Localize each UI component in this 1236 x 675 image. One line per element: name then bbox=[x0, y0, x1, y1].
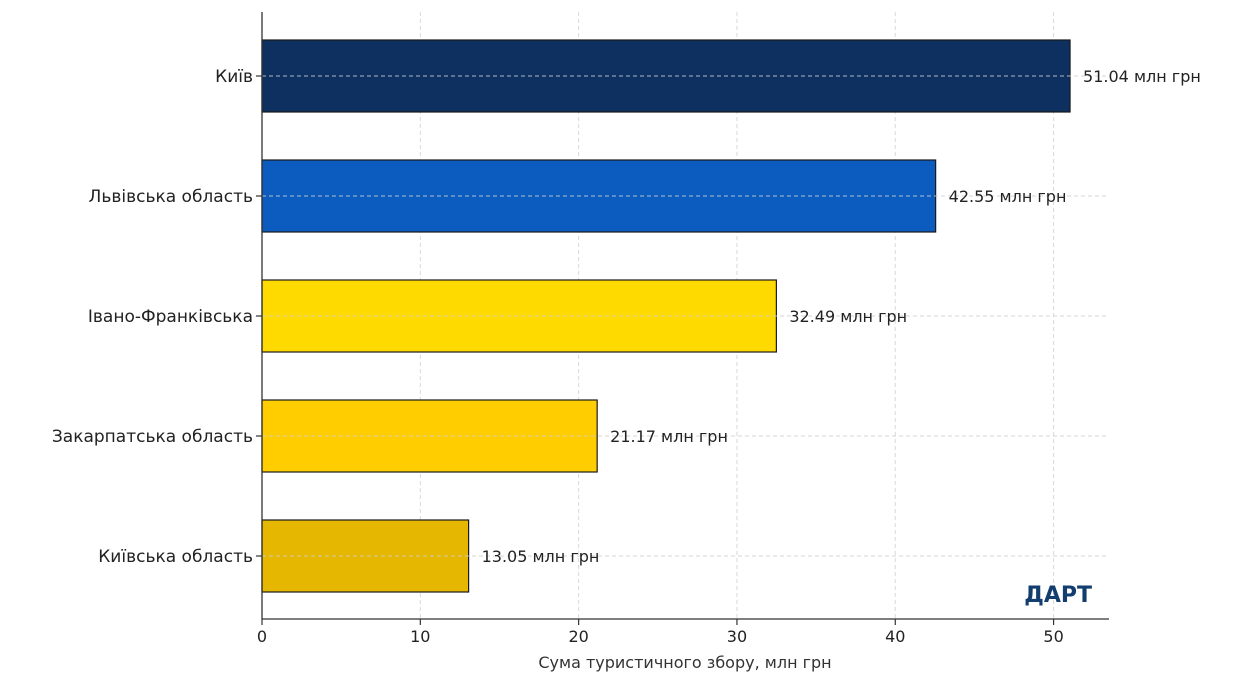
data-labels: 51.04 млн грн 42.55 млн грн 32.49 млн грн 2… bbox=[482, 67, 1201, 566]
data-label: 42.55 млн грн bbox=[949, 187, 1067, 206]
x-tick-label: 40 bbox=[885, 627, 905, 646]
category-label: Київська область bbox=[98, 547, 253, 567]
x-tick-label: 0 bbox=[257, 627, 267, 646]
x-tick-label: 10 bbox=[410, 627, 430, 646]
data-label: 51.04 млн грн bbox=[1083, 67, 1201, 86]
x-ticks: 0 10 20 30 40 50 bbox=[256, 75, 1064, 646]
category-label: Івано-Франківська bbox=[88, 307, 253, 327]
category-label: Київ bbox=[215, 67, 253, 87]
x-tick-label: 50 bbox=[1043, 627, 1063, 646]
x-tick-label: 30 bbox=[727, 627, 747, 646]
category-label: Закарпатська область bbox=[52, 427, 253, 447]
category-label: Львівська область bbox=[89, 187, 253, 207]
bar bbox=[261, 399, 598, 473]
data-label: 13.05 млн грн bbox=[482, 547, 600, 566]
x-tick-label: 20 bbox=[568, 627, 588, 646]
category-labels: Київ Львівська область Івано-Франківська За… bbox=[52, 67, 253, 567]
category-gridlines bbox=[262, 75, 1109, 557]
data-label: 21.17 млн грн bbox=[610, 427, 728, 446]
bar bbox=[261, 519, 470, 593]
data-label: 32.49 млн грн bbox=[789, 307, 907, 326]
x-axis-title: Сума туристичного збору, млн грн bbox=[538, 653, 831, 672]
brand-logo: ДАРТ bbox=[1024, 583, 1092, 608]
